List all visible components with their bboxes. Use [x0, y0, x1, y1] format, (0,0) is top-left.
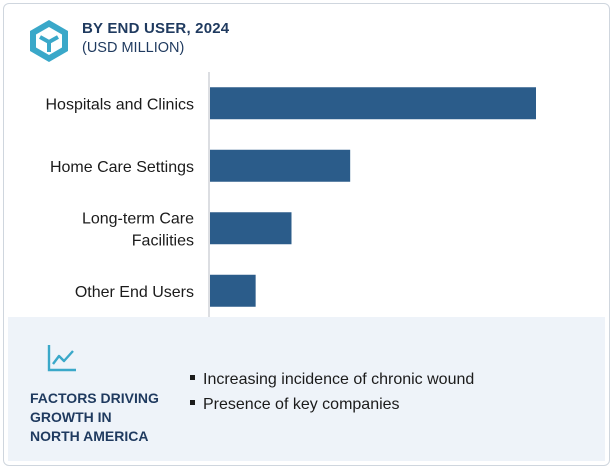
factors-title-line: NORTH AMERICA	[30, 428, 149, 444]
factors-title: FACTORS DRIVING GROWTH IN NORTH AMERICA	[30, 389, 180, 446]
chart-card: BY END USER, 2024 (USD MILLION) Hospital…	[3, 3, 610, 466]
category-label-line: Other End Users	[75, 284, 194, 301]
factors-title-line: FACTORS DRIVING	[30, 390, 159, 406]
factor-text: Increasing incidence of chronic wound	[203, 371, 475, 388]
factor-text: Presence of key companies	[203, 396, 400, 413]
category-label-1: Home Care Settings	[50, 159, 194, 176]
cube-logo-icon	[30, 20, 68, 62]
category-label-3: Other End Users	[75, 284, 194, 301]
factors-title-line: GROWTH IN	[30, 409, 112, 425]
bullet-icon	[190, 400, 195, 406]
bar-1	[210, 149, 351, 182]
category-label-line: Hospitals and Clinics	[45, 96, 194, 113]
factor-item: Presence of key companies	[190, 392, 474, 417]
chart-header: BY END USER, 2024 (USD MILLION)	[26, 16, 586, 66]
chart-title: BY END USER, 2024	[82, 20, 230, 37]
chart-subtitle: (USD MILLION)	[82, 40, 185, 56]
bar-3	[210, 274, 256, 307]
category-label-line: Home Care Settings	[50, 159, 194, 176]
bar-chart: Hospitals and Clinics Home Care Settings L…	[45, 72, 536, 322]
category-label-line: Facilities	[132, 232, 194, 249]
category-label-0: Hospitals and Clinics	[45, 96, 194, 113]
bar-2	[210, 212, 292, 245]
bar-0	[210, 87, 536, 120]
trend-line-icon	[47, 345, 76, 372]
factor-item: Increasing incidence of chronic wound	[190, 367, 474, 392]
bullet-icon	[190, 375, 195, 381]
factors-list: Increasing incidence of chronic wound Pr…	[190, 367, 474, 417]
category-label-2: Long-term Care Facilities	[82, 210, 194, 249]
factors-panel: FACTORS DRIVING GROWTH IN NORTH AMERICA …	[8, 317, 605, 461]
category-label-line: Long-term Care	[82, 210, 194, 227]
